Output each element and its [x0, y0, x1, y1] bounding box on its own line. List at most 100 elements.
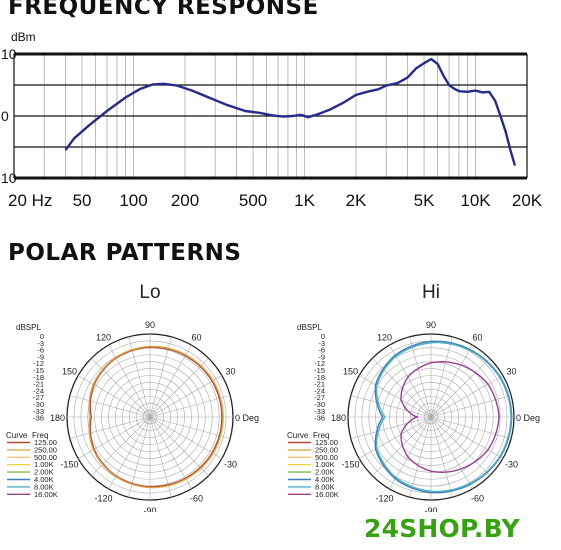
y-tick-label: 10 — [1, 170, 17, 186]
legend-label: 125.00 — [34, 438, 57, 447]
polar-r-tick-label: -12 — [314, 359, 325, 368]
polar-spoke — [430, 416, 490, 476]
polar-spoke — [430, 358, 490, 418]
polar-r-tick-label: -9 — [37, 352, 44, 361]
polar-r-tick-label: -33 — [33, 407, 44, 416]
polar-title-lo: Lo — [139, 282, 160, 303]
polar-spoke — [358, 416, 432, 459]
polar-spoke — [389, 344, 432, 418]
polar-spoke — [149, 375, 223, 418]
x-tick-label: 500 — [239, 191, 267, 210]
polar-spoke — [372, 416, 432, 476]
polar-chart-lo: Lo0 Deg306090120150180-150-120-90-60-30d… — [6, 282, 259, 512]
polar-spoke — [108, 416, 151, 490]
polar-spoke — [149, 416, 209, 476]
legend-label: 125.00 — [315, 438, 338, 447]
polar-r-tick-label: -27 — [33, 393, 44, 402]
polar-spoke — [430, 395, 512, 418]
legend-header-curve: Curve — [6, 431, 28, 440]
polar-r-tick-label: -21 — [33, 380, 44, 389]
legend-header-freq: Freq — [32, 431, 48, 440]
polar-angle-label: 30 — [226, 367, 236, 377]
polar-r-tick-label: -30 — [314, 400, 325, 409]
polar-spoke — [430, 375, 504, 418]
polar-spoke — [389, 416, 432, 490]
polar-spoke — [91, 358, 151, 418]
polar-spoke — [77, 416, 151, 459]
polar-spoke — [149, 344, 192, 418]
polar-title-hi: Hi — [422, 282, 440, 303]
polar-r-tick-label: -15 — [33, 366, 44, 375]
x-tick-label: 10K — [460, 191, 491, 210]
legend-label: 1.00K — [315, 460, 335, 469]
polar-spoke — [350, 416, 432, 439]
x-tick-label: 5K — [414, 191, 435, 210]
polar-chart-hi: Hi0 Deg306090120150180-150-120-90-60-30d… — [287, 282, 540, 512]
polar-r-tick-label: -21 — [314, 380, 325, 389]
polar-r-tick-label: -15 — [314, 366, 325, 375]
polar-r-tick-label: 0 — [40, 332, 44, 341]
polar-r-tick-label: -18 — [314, 373, 325, 382]
polar-r-axis-label: dBSPL — [16, 323, 41, 332]
legend-label: 2.00K — [34, 468, 54, 477]
polar-angle-label: -150 — [60, 460, 78, 470]
polar-angle-label: 90 — [145, 320, 155, 330]
polar-r-tick-label: -27 — [314, 393, 325, 402]
polar-r-tick-label: -12 — [33, 359, 44, 368]
x-tick-label: 20K — [512, 191, 543, 210]
polar-angle-label: 150 — [62, 367, 77, 377]
polar-spoke — [69, 395, 151, 418]
polar-angle-label: -90 — [424, 506, 437, 512]
polar-spoke — [430, 344, 473, 418]
x-tick-label: 20 Hz — [8, 191, 52, 210]
polar-angle-label: 120 — [96, 332, 111, 342]
polar-angle-label: 60 — [472, 332, 482, 342]
legend-label: 16.00K — [315, 490, 339, 499]
polar-angle-label: -30 — [224, 460, 237, 470]
polar-angle-label: 90 — [426, 320, 436, 330]
polar-r-tick-label: -6 — [37, 346, 44, 355]
polar-r-tick-label: -3 — [37, 339, 44, 348]
polar-spoke — [149, 358, 209, 418]
polar-r-tick-label: -6 — [318, 346, 325, 355]
x-tick-label: 50 — [73, 191, 92, 210]
polar-angle-label: -150 — [341, 460, 359, 470]
polar-spoke — [409, 336, 432, 418]
polar-r-tick-label: -30 — [33, 400, 44, 409]
polar-r-axis-label: dBSPL — [297, 323, 322, 332]
polar-spoke — [430, 416, 512, 439]
legend-header-freq: Freq — [313, 431, 329, 440]
watermark-logo: 24SHOP.BY — [364, 514, 520, 543]
legend-label: 2.00K — [315, 468, 335, 477]
polar-r-tick-label: -9 — [318, 352, 325, 361]
polar-angle-label: 150 — [343, 367, 358, 377]
polar-spoke — [149, 416, 231, 439]
polar-curve-4.00K — [374, 340, 513, 494]
polar-spoke — [149, 416, 223, 459]
y-axis-label: dBm — [11, 30, 36, 44]
polar-curve-8.00K — [375, 341, 512, 493]
y-tick-label: 10 — [1, 46, 17, 62]
polar-curve-16.00K — [400, 360, 500, 474]
legend-label: 1.00K — [34, 460, 54, 469]
polar-spoke — [149, 336, 172, 418]
polar-spoke — [149, 416, 172, 498]
polar-spoke — [77, 375, 151, 418]
polar-spoke — [409, 416, 432, 498]
polar-r-tick-label: -33 — [314, 407, 325, 416]
polar-spoke — [430, 416, 473, 490]
legend-label: 500.00 — [315, 453, 338, 462]
polar-spoke — [430, 416, 453, 498]
legend-label: 4.00K — [34, 475, 54, 484]
polar-r-tick-label: -18 — [33, 373, 44, 382]
polar-spoke — [350, 395, 432, 418]
x-tick-label: 1K — [294, 191, 315, 210]
legend-header-curve: Curve — [287, 431, 309, 440]
legend-label: 8.00K — [315, 482, 335, 491]
x-tick-label: 200 — [171, 191, 199, 210]
frequency-response-title: FREQUENCY RESPONSE — [8, 0, 319, 20]
polar-spoke — [430, 336, 453, 418]
legend-label: 250.00 — [34, 445, 57, 454]
polar-angle-label: 60 — [191, 332, 201, 342]
